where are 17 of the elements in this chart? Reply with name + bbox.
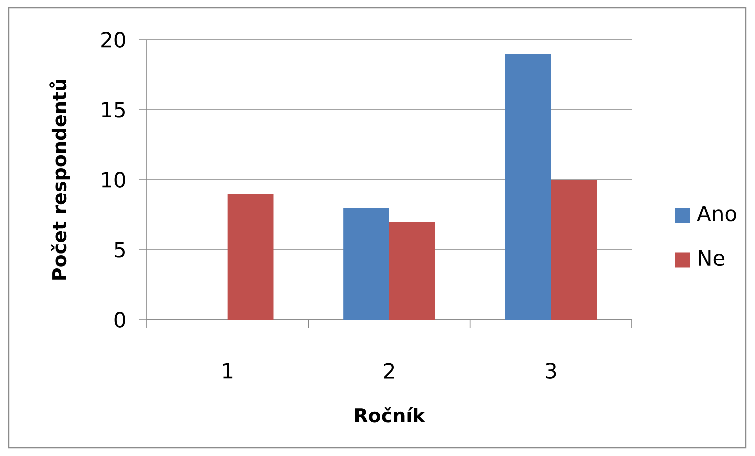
- x-tick-label: 2: [384, 363, 394, 379]
- bar: [551, 180, 598, 320]
- bar: [505, 54, 552, 320]
- x-tick-label: 3: [546, 363, 556, 379]
- x-tick-label: 1: [223, 363, 233, 379]
- legend-label: Ano: [697, 206, 736, 222]
- bar: [228, 194, 274, 320]
- y-tick-label: 15: [102, 102, 125, 118]
- y-tick-label: 5: [115, 242, 125, 258]
- legend-label: Ne: [699, 250, 725, 266]
- y-tick-label: 0: [114, 312, 126, 328]
- y-tick-label: 10: [102, 172, 126, 188]
- y-tick-label: 20: [102, 32, 126, 48]
- x-axis-title: Ročník: [355, 407, 426, 423]
- bar: [390, 222, 436, 320]
- bar: [344, 208, 390, 320]
- y-axis-title: Počet respondentů: [50, 80, 70, 280]
